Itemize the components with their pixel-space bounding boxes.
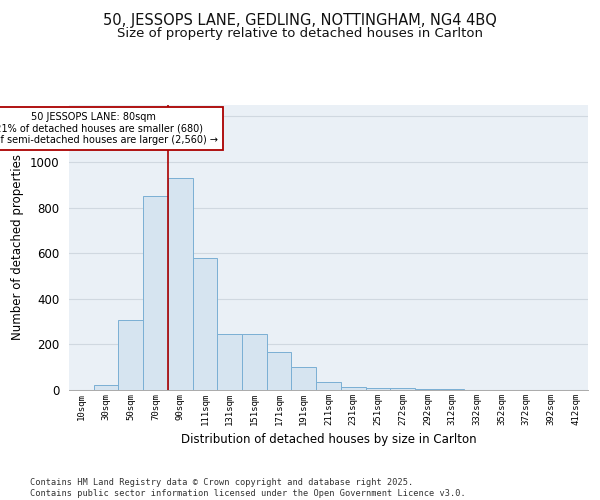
Bar xyxy=(193,258,217,390)
Text: Contains HM Land Registry data © Crown copyright and database right 2025.
Contai: Contains HM Land Registry data © Crown c… xyxy=(30,478,466,498)
Bar xyxy=(168,178,193,390)
Bar xyxy=(390,388,415,390)
Bar xyxy=(118,320,143,390)
Text: 50 JESSOPS LANE: 80sqm
← 21% of detached houses are smaller (680)
79% of semi-de: 50 JESSOPS LANE: 80sqm ← 21% of detached… xyxy=(0,112,218,145)
Y-axis label: Number of detached properties: Number of detached properties xyxy=(11,154,24,340)
Bar xyxy=(415,389,440,390)
Bar xyxy=(143,196,168,390)
Bar xyxy=(365,388,390,390)
Text: Size of property relative to detached houses in Carlton: Size of property relative to detached ho… xyxy=(117,28,483,40)
Bar xyxy=(267,352,292,390)
Bar xyxy=(242,334,267,390)
X-axis label: Distribution of detached houses by size in Carlton: Distribution of detached houses by size … xyxy=(181,434,476,446)
Bar xyxy=(94,386,118,390)
Bar xyxy=(217,334,242,390)
Bar xyxy=(292,367,316,390)
Bar xyxy=(316,382,341,390)
Bar xyxy=(341,386,365,390)
Text: 50, JESSOPS LANE, GEDLING, NOTTINGHAM, NG4 4BQ: 50, JESSOPS LANE, GEDLING, NOTTINGHAM, N… xyxy=(103,12,497,28)
